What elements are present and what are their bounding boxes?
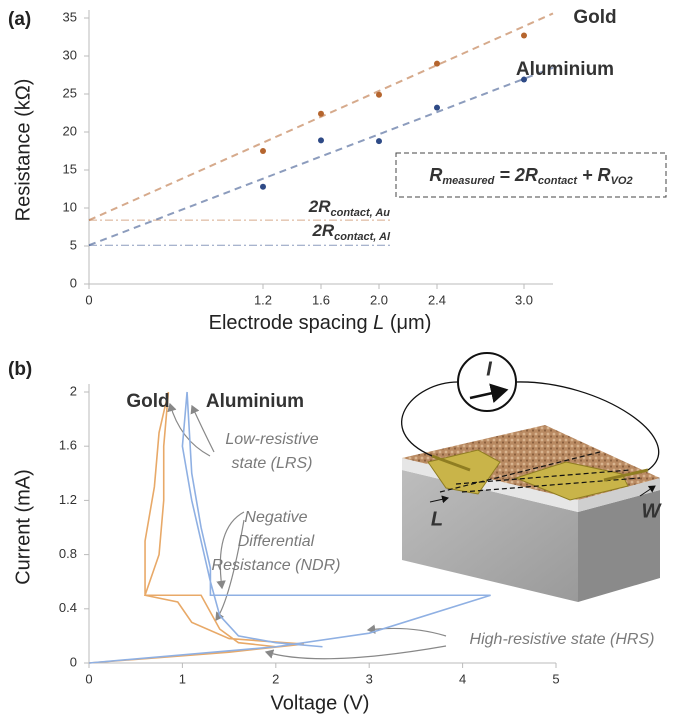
device-label: I xyxy=(486,358,492,380)
panel-label: (b) xyxy=(8,359,32,380)
annotation: Resistance (NDR) xyxy=(212,557,341,574)
data-point xyxy=(318,137,324,143)
y-tick-label: 20 xyxy=(63,123,77,138)
annotation: High-resistive state (HRS) xyxy=(470,631,655,648)
annotation: state (LRS) xyxy=(232,455,313,472)
x-axis-title-part: (μm) xyxy=(384,312,431,334)
formula-part: = 2R xyxy=(494,165,538,185)
x-tick-label: 5 xyxy=(552,671,559,686)
x-tick-label: 1.6 xyxy=(312,292,330,307)
series-label: Gold xyxy=(573,7,616,28)
device-label: L xyxy=(431,508,443,530)
x-tick-label: 2.4 xyxy=(428,292,446,307)
contact-label: 2Rcontact, Au xyxy=(308,197,391,218)
data-point xyxy=(376,138,382,144)
x-tick-label: 3.0 xyxy=(515,292,533,307)
contact-label-sub: contact, Al xyxy=(334,231,391,243)
x-tick-label: 0 xyxy=(85,671,92,686)
x-tick-label: 2.0 xyxy=(370,292,388,307)
annotation: Negative xyxy=(244,509,307,526)
y-axis-title: Current (mA) xyxy=(12,469,34,585)
wire xyxy=(402,382,458,456)
device-illustration: I L W xyxy=(402,353,663,602)
annotation: Low-resistive xyxy=(225,431,318,448)
formula-sub: measured xyxy=(442,175,494,187)
y-tick-label: 1.6 xyxy=(59,438,77,453)
data-point xyxy=(318,111,324,117)
series-label: Gold xyxy=(126,391,169,412)
y-tick-label: 30 xyxy=(63,47,77,62)
data-point xyxy=(260,184,266,190)
contact-label-sub: contact, Au xyxy=(331,207,391,219)
y-tick-label: 25 xyxy=(63,85,77,100)
data-point xyxy=(434,105,440,111)
panel-label: (a) xyxy=(8,9,31,30)
data-point xyxy=(376,92,382,98)
x-tick-label: 1 xyxy=(179,671,186,686)
x-axis-title: Electrode spacing L (μm) xyxy=(209,312,432,334)
data-point xyxy=(434,61,440,67)
y-tick-label: 0.4 xyxy=(59,600,77,615)
x-tick-label: 0 xyxy=(85,292,92,307)
y-tick-label: 10 xyxy=(63,199,77,214)
x-axis-title: Voltage (V) xyxy=(271,692,370,714)
contact-label: 2Rcontact, Al xyxy=(311,221,391,242)
formula-part: R xyxy=(429,165,442,185)
series-label: Aluminium xyxy=(516,59,614,80)
y-tick-label: 0.8 xyxy=(59,546,77,561)
x-axis-title-part: L xyxy=(373,312,384,334)
x-axis-title-part: Electrode spacing xyxy=(209,312,374,334)
figure: (a) Electrode spacing L (μm) Resistance … xyxy=(0,0,687,719)
annotation: Differential xyxy=(238,533,315,550)
y-tick-label: 0 xyxy=(70,275,77,290)
device-label: W xyxy=(642,500,663,522)
formula-sub: contact xyxy=(538,175,578,187)
y-tick-label: 15 xyxy=(63,161,77,176)
x-tick-label: 2 xyxy=(272,671,279,686)
formula-sub: VO2 xyxy=(611,175,633,187)
annotation-arrow xyxy=(266,646,446,659)
y-tick-label: 1.2 xyxy=(59,492,77,507)
x-tick-label: 4 xyxy=(459,671,466,686)
x-tick-label: 1.2 xyxy=(254,292,272,307)
x-tick-label: 3 xyxy=(366,671,373,686)
formula-part: + R xyxy=(577,165,611,185)
annotation-arrow xyxy=(192,406,214,452)
y-tick-label: 35 xyxy=(63,9,77,24)
contact-label-main: 2R xyxy=(308,197,331,216)
y-tick-label: 5 xyxy=(70,237,77,252)
y-tick-label: 2 xyxy=(70,383,77,398)
y-axis-title: Resistance (kΩ) xyxy=(12,79,34,222)
data-point xyxy=(260,148,266,154)
contact-label-main: 2R xyxy=(311,221,334,240)
series-label: Aluminium xyxy=(206,391,304,412)
y-tick-label: 0 xyxy=(70,654,77,669)
data-point xyxy=(521,32,527,38)
